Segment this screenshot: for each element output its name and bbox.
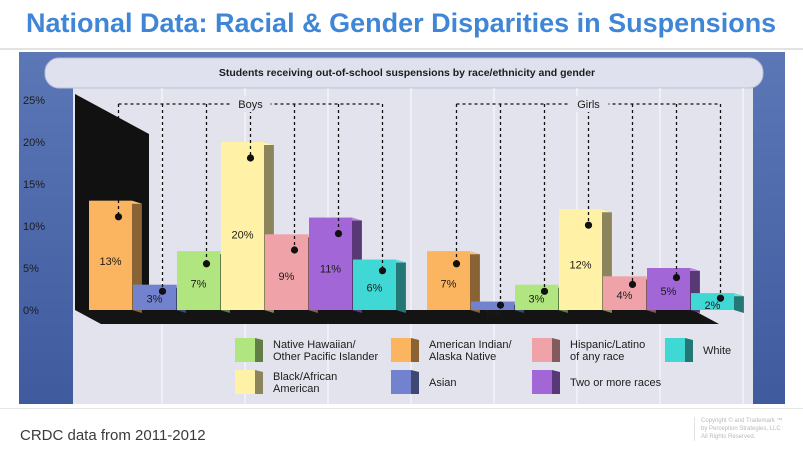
legend-swatch xyxy=(391,338,411,362)
legend-label: White xyxy=(703,345,731,357)
bar-value-label: 7% xyxy=(441,279,457,291)
bar xyxy=(353,259,396,310)
legend-swatch-side xyxy=(255,338,263,362)
legend-label: Black/African American xyxy=(273,371,337,395)
bar-side xyxy=(734,293,744,313)
bracket-dot xyxy=(378,267,387,275)
legend-label: Native Hawaiian/Other Pacific Islander xyxy=(273,339,378,363)
y-tick-label: 20% xyxy=(23,137,45,149)
legend-swatch-side xyxy=(411,338,419,362)
y-tick-label: 5% xyxy=(23,263,39,275)
bar-value-label: 13% xyxy=(99,256,121,268)
legend-label: Hispanic/Latino of any race xyxy=(570,339,645,363)
copyright-line: All Rights Reserved. xyxy=(701,434,756,440)
group-label-bg xyxy=(230,96,271,112)
bar-value-label: 5% xyxy=(661,286,677,298)
copyright-notice: Copyright © and Trademark ™ by Perceptio… xyxy=(694,417,802,441)
y-tick-label: 0% xyxy=(23,305,39,317)
legend-swatch xyxy=(665,338,685,362)
bar xyxy=(603,276,646,310)
legend-swatch xyxy=(532,370,552,394)
bracket-dot xyxy=(290,246,299,254)
bracket-dot xyxy=(452,260,461,268)
bracket-dot xyxy=(716,294,725,302)
legend-swatch xyxy=(235,338,255,362)
title-divider xyxy=(0,48,803,50)
bracket-dot xyxy=(158,287,167,295)
bar-value-label: 3% xyxy=(147,294,163,306)
bar-value-label: 3% xyxy=(529,294,545,306)
bracket-dot xyxy=(584,221,593,229)
bar-value-label: 9% xyxy=(279,271,295,283)
bracket-dot xyxy=(496,301,505,309)
bracket-dot xyxy=(540,287,549,295)
copyright-line: Copyright © and Trademark ™ xyxy=(701,418,783,424)
legend-label: Two or more races xyxy=(570,377,662,389)
bar-value-label: 2% xyxy=(705,300,721,312)
bar xyxy=(221,142,264,310)
bar-value-label: 11% xyxy=(320,263,341,275)
bar-value-label: 20% xyxy=(231,229,253,241)
group-label: Boys xyxy=(238,99,263,111)
legend-swatch xyxy=(532,338,552,362)
data-source-note: CRDC data from 2011-2012 xyxy=(20,427,206,444)
bar xyxy=(471,301,514,310)
bar xyxy=(265,234,308,310)
chart-panel: Students receiving out-of-school suspens… xyxy=(19,52,785,404)
bracket-dot xyxy=(202,260,211,268)
bar-side xyxy=(470,251,480,313)
bracket-dot xyxy=(246,154,255,162)
bar xyxy=(309,217,352,310)
page-title: National Data: Racial & Gender Dispariti… xyxy=(26,8,777,38)
bar-value-label: 6% xyxy=(367,282,383,294)
legend-swatch-side xyxy=(685,338,693,362)
legend-label: Asian xyxy=(429,377,457,389)
bar-value-label: 4% xyxy=(617,290,633,302)
copyright-line: by Perception Strategies, LLC xyxy=(701,426,781,432)
legend-swatch-side xyxy=(255,370,263,394)
legend-swatch xyxy=(235,370,255,394)
legend-swatch-side xyxy=(552,370,560,394)
bar-side xyxy=(396,259,406,313)
footer: CRDC data from 2011-2012 Copyright © and… xyxy=(0,408,803,452)
legend-swatch-side xyxy=(552,338,560,362)
bar xyxy=(177,251,220,310)
chart-title-banner xyxy=(44,57,764,89)
bracket-dot xyxy=(334,230,343,238)
bracket-dot xyxy=(114,213,123,221)
bar xyxy=(427,251,470,310)
suspension-chart: Students receiving out-of-school suspens… xyxy=(23,57,764,404)
chart-title: Students receiving out-of-school suspens… xyxy=(219,67,595,79)
bar xyxy=(559,209,602,310)
legend-swatch-side xyxy=(411,370,419,394)
bar xyxy=(515,284,558,310)
bar xyxy=(89,200,132,310)
y-tick-label: 10% xyxy=(23,221,45,233)
bar-value-label: 1% xyxy=(485,309,501,321)
bracket-dot xyxy=(628,280,637,289)
bar xyxy=(647,268,690,310)
legend-swatch xyxy=(391,370,411,394)
bar-value-label: 12% xyxy=(569,260,591,272)
chart-floor xyxy=(75,310,719,324)
y-tick-label: 25% xyxy=(23,95,45,107)
bar-value-label: 7% xyxy=(191,279,207,291)
bracket-dot xyxy=(672,273,681,282)
legend-label: American Indian/Alaska Native xyxy=(429,339,512,363)
bar xyxy=(133,284,176,310)
y-tick-label: 15% xyxy=(23,179,45,191)
group-label: Girls xyxy=(577,99,600,111)
group-label-bg xyxy=(568,96,609,112)
